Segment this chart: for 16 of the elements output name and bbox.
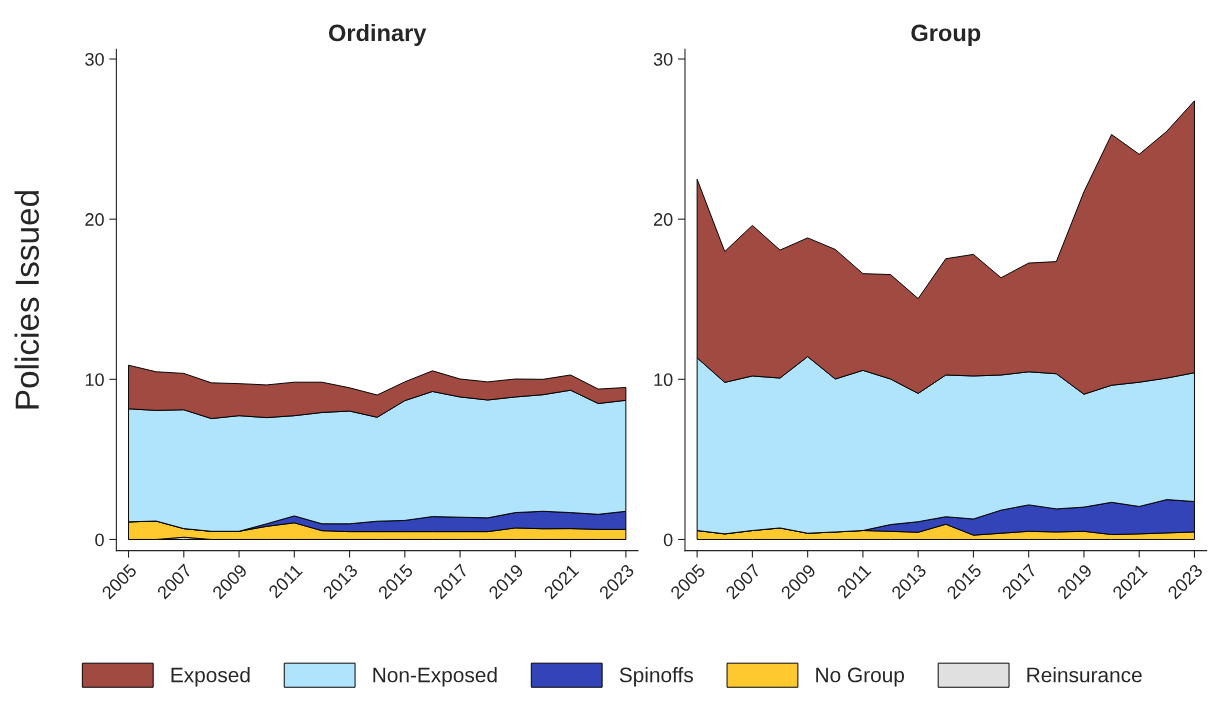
y-tick-label: 10 [654,373,673,387]
y-tick-label: 20 [85,213,104,226]
legend-label: Reinsurance [1027,667,1142,683]
y-axis-title: Policies Issued [14,191,40,409]
legend-label: Exposed [171,667,250,687]
y-tick-label: 30 [85,52,104,66]
legend-label: Non-Exposed [373,667,497,687]
legend-label: No Group [816,667,904,687]
y-tick-label: 30 [653,52,673,66]
y-tick-label: 0 [663,533,673,547]
chart-title: Group [911,24,981,46]
legend-label: Spinoffs [619,667,693,687]
y-tick-label: 10 [85,373,104,387]
y-tick-label: 0 [95,533,104,547]
chart-title: Ordinary [328,23,427,46]
y-tick-label: 20 [654,213,673,226]
